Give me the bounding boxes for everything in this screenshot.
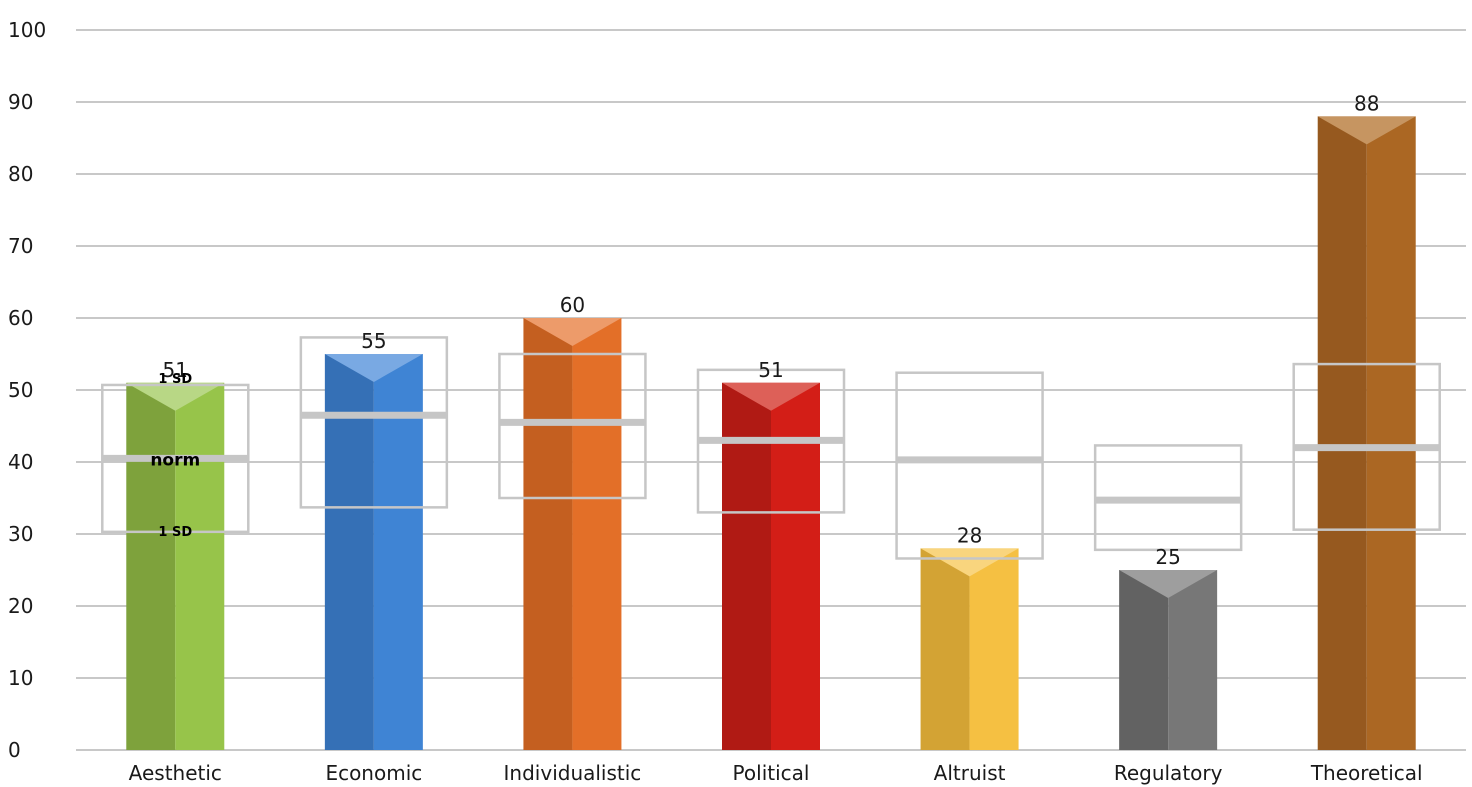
bar-top-face [523,318,622,346]
value-label: 51 [758,358,783,382]
bar-right-face [969,548,1019,750]
bar-right-face [1366,116,1416,750]
bar-right-face [771,382,820,750]
sd-band-economic [299,336,449,509]
y-tick-label: 60 [8,306,33,330]
category-label: Aesthetic [129,761,222,785]
bar-aesthetic [126,382,225,750]
sd-band-individualistic [498,352,647,500]
bar-right-face [572,318,622,750]
bar-top-face [1119,570,1218,598]
bar-left-face [1317,116,1367,750]
sd-bands [101,336,1441,560]
bar-regulatory [1119,570,1218,750]
bar-top-face [1317,116,1416,145]
y-tick-label: 40 [8,450,33,474]
value-label: 51 [163,358,188,382]
value-label: 28 [957,523,982,547]
value-label: 60 [560,293,585,317]
y-tick-label: 0 [8,738,21,762]
bar-altruist [920,548,1019,750]
value-label: 88 [1354,91,1379,115]
value-label: 55 [361,329,386,353]
bar-left-face [523,318,573,750]
y-tick-label: 20 [8,594,33,618]
category-label: Individualistic [504,761,642,785]
y-tick-label: 80 [8,162,33,186]
y-tick-label: 90 [8,90,33,114]
value-labels: 51 55 60 51 28 25 88 [163,91,1380,569]
annotations: 1 SD norm 1 SD [150,372,200,540]
norm-annotation: norm [150,450,200,470]
bar-political [722,382,820,750]
bar-left-face [722,382,771,750]
y-tick-label: 30 [8,522,33,546]
bar-right-face [175,382,225,750]
category-label: Political [733,761,810,785]
y-tick-label: 50 [8,378,33,402]
bar-left-face [1119,570,1169,750]
bars [126,116,1416,750]
bar-right-face [1168,570,1218,750]
category-label: Regulatory [1114,761,1223,785]
y-tick-label: 10 [8,666,33,690]
bar-left-face [920,548,970,750]
sd-lower-annotation: 1 SD [158,525,192,540]
category-label: Economic [325,761,422,785]
bar-top-face [920,548,1019,577]
bar-left-face [324,354,374,750]
bar-top-face [722,382,820,411]
value-label: 25 [1155,545,1180,569]
bar-economic [324,354,423,750]
bar-theoretical [1317,116,1416,750]
y-tick-label: 70 [8,234,33,258]
y-axis-ticks: 0 10 20 30 40 50 60 70 80 90 100 [8,18,46,762]
category-label: Altruist [934,761,1006,785]
bar-top-face [324,354,423,382]
bar-individualistic [523,318,622,750]
bar-left-face [126,382,176,750]
y-tick-label: 100 [8,18,46,42]
bar-right-face [373,354,423,750]
sd-upper-annotation: 1 SD [158,372,192,387]
bar-top-face [126,382,225,411]
category-labels: Aesthetic Economic Individualistic Politica… [129,761,1423,785]
sd-band-altruist [895,371,1044,560]
category-label: Theoretical [1310,761,1423,785]
